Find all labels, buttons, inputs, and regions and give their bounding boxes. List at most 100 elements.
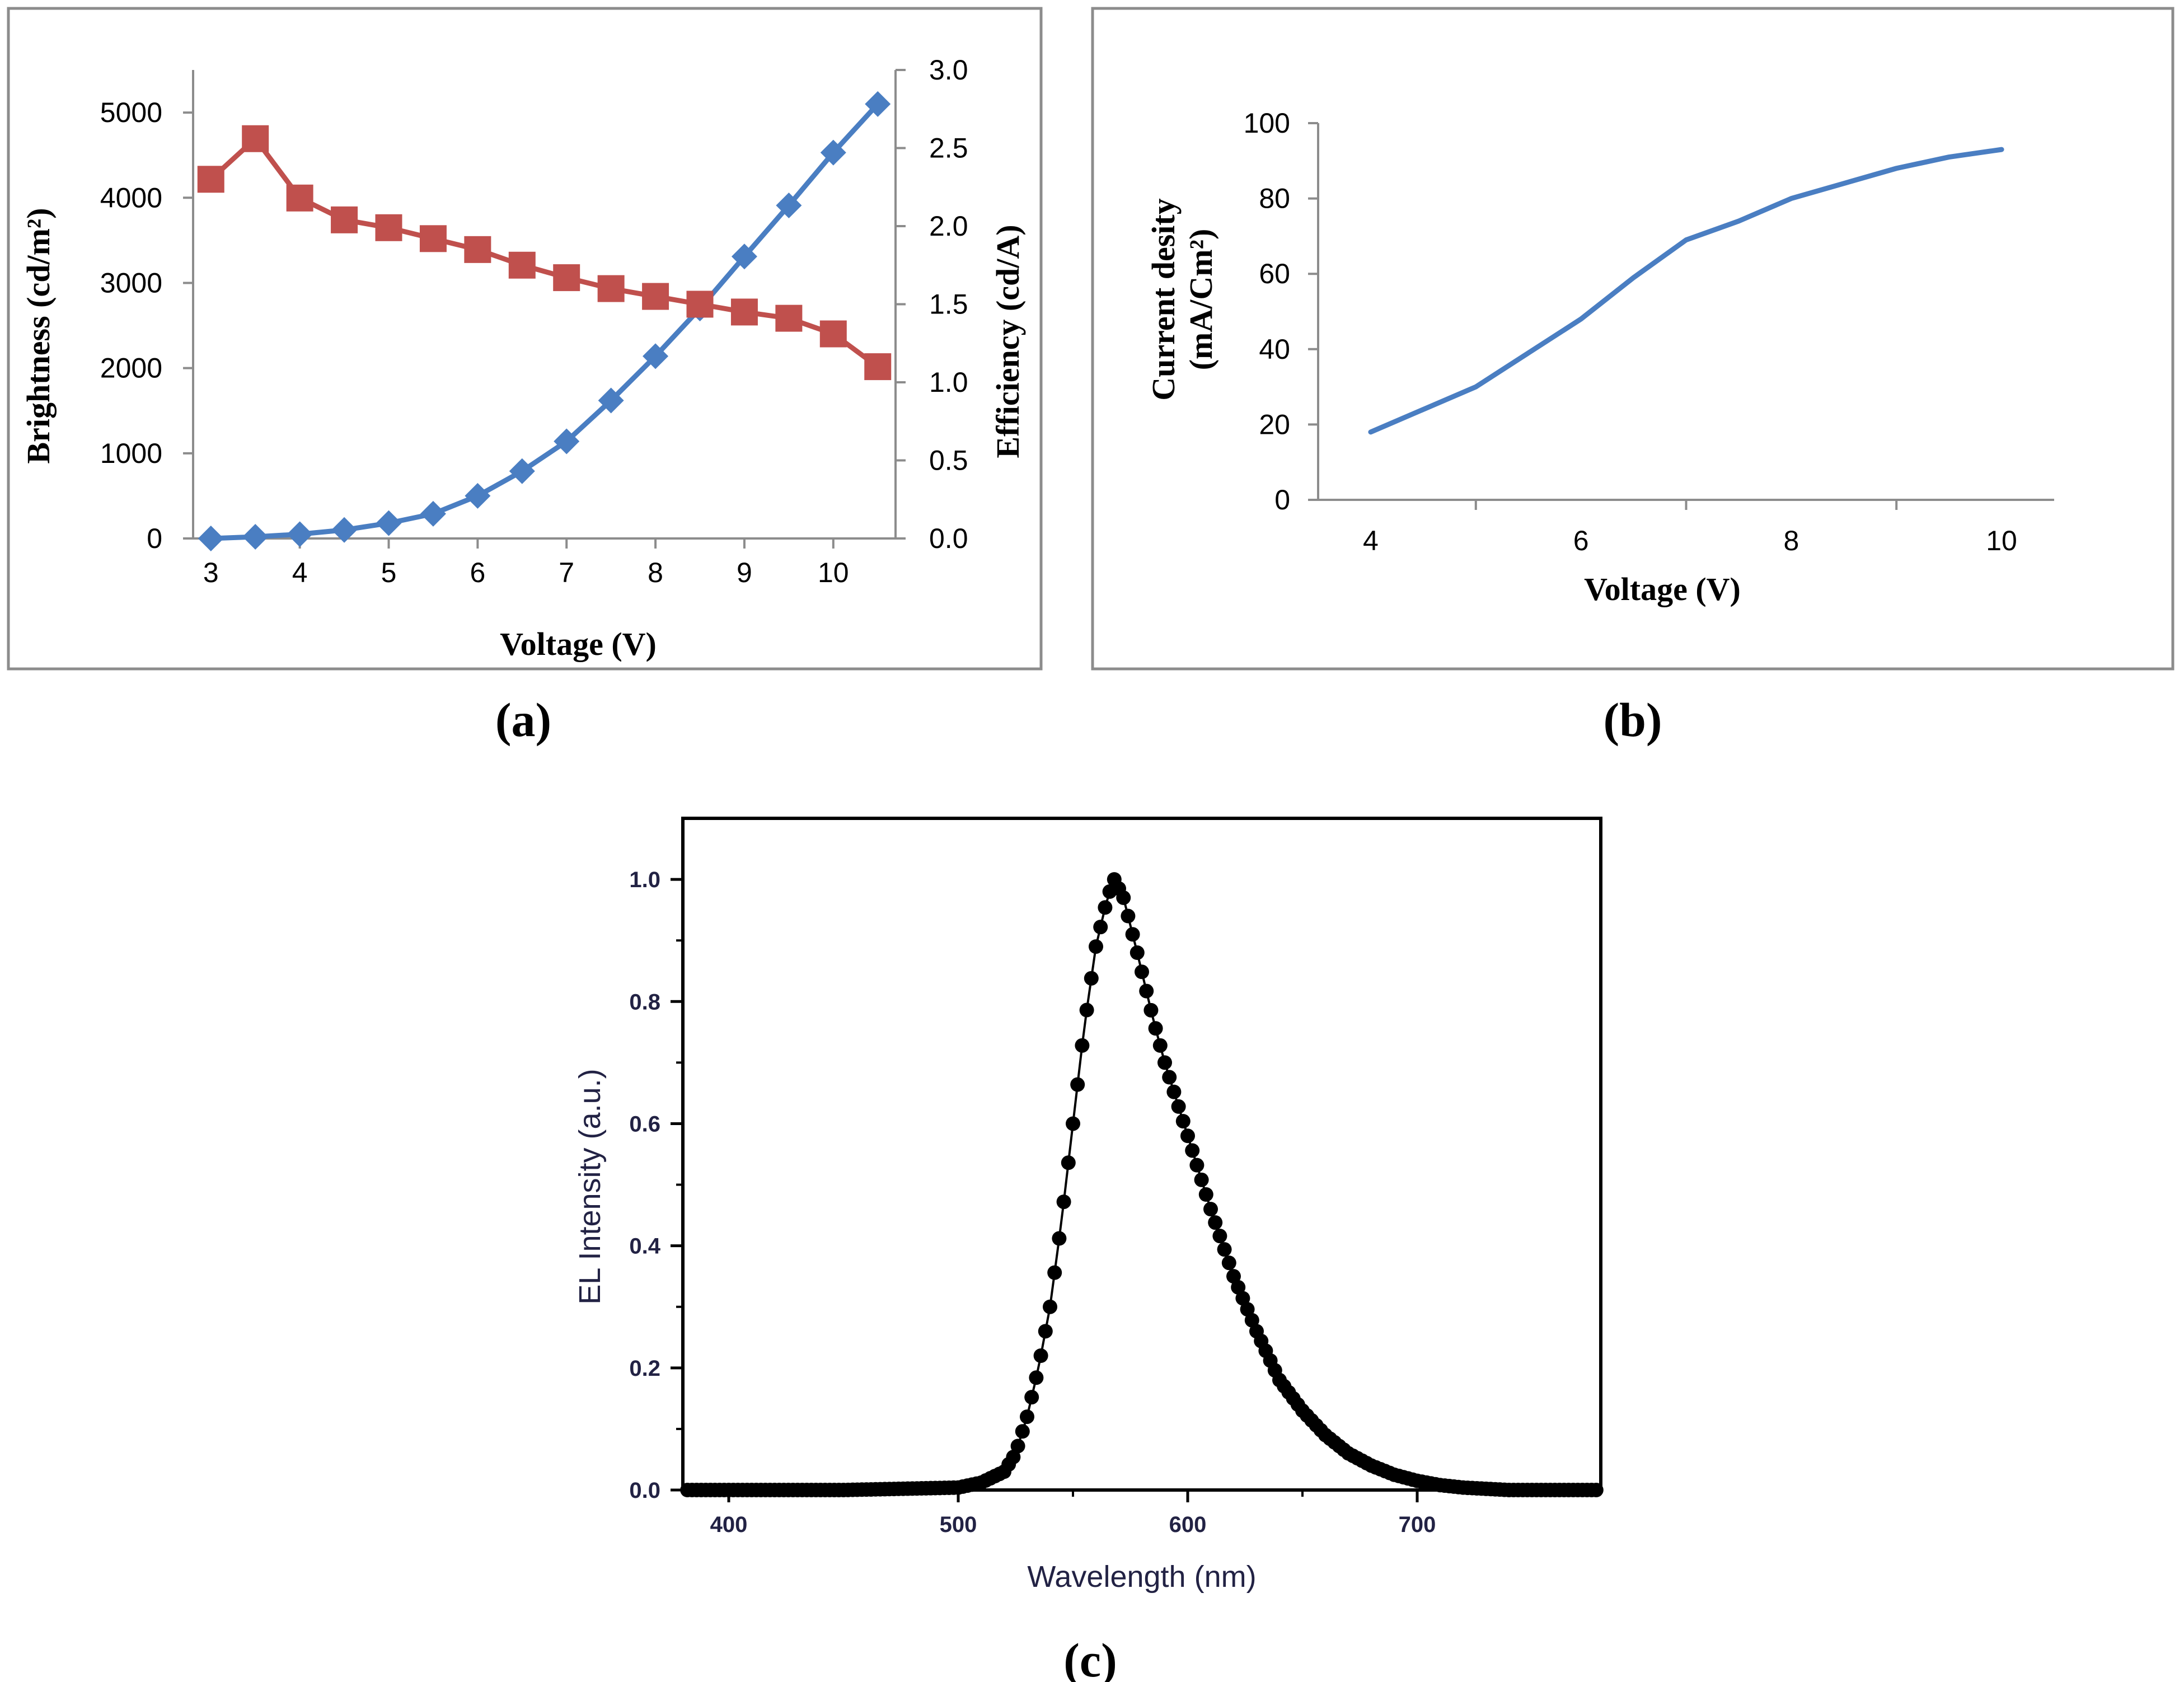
- panel-b-x-tick-label: 4: [1363, 525, 1379, 556]
- panel-c-series: [680, 872, 1604, 1497]
- panel-a-left-tick-label: 4000: [100, 182, 162, 213]
- panel-b-y-tick-label: 40: [1259, 334, 1290, 365]
- panel-a-series-1-point: [242, 523, 269, 550]
- panel-c-series-1-point: [1020, 1409, 1034, 1425]
- panel-c-series-1-point: [1231, 1280, 1246, 1295]
- panel-c-series-1-point: [1130, 945, 1145, 960]
- panel-c-series-1-point: [1139, 983, 1154, 999]
- panel-a-series-1-point: [643, 343, 669, 369]
- panel-c-series-1-point: [1010, 1439, 1025, 1454]
- panel-a-series: [197, 91, 892, 551]
- panel-a-series-1-point: [465, 482, 491, 509]
- panel-b-axes: 0 20 40 60 80 100 4 6 8 10: [1244, 107, 2054, 556]
- panel-a-series-2-point: [464, 236, 491, 263]
- panel-b-x-tick-label: 10: [1986, 525, 2017, 556]
- panel-b-x-tick-label: 8: [1783, 525, 1799, 556]
- panel-c-series-1-point: [1157, 1055, 1172, 1070]
- panel-a-series-1-point: [820, 139, 846, 166]
- panel-a-x-tick-label: 7: [559, 557, 574, 588]
- panel-a-series-1-point: [509, 458, 535, 484]
- panel-c-y-tick-label: 0.0: [629, 1478, 660, 1503]
- panel-a-series-1-point: [420, 500, 446, 527]
- panel-c-x-tick-label: 500: [940, 1512, 977, 1537]
- panel-c-plot-frame: [681, 817, 1602, 1492]
- panel-c-series-1-point: [1148, 1021, 1163, 1036]
- panel-c-series-1-point: [1038, 1324, 1053, 1339]
- panel-c-series-1-point: [1089, 939, 1103, 954]
- panel-a-series-2-line: [209, 135, 879, 369]
- panel-c-series-1-point: [1221, 1255, 1236, 1271]
- panel-c-series-1-point: [1198, 1187, 1213, 1202]
- panel-a-series-2-point: [730, 298, 758, 326]
- panel-a-series-1-point: [331, 517, 358, 543]
- panel-a-right-tick-label: 2.0: [929, 210, 968, 242]
- panel-a-x-tick-label: 5: [381, 557, 397, 588]
- panel-c-series-1-point: [1066, 1116, 1080, 1131]
- panel-a-series-2-point: [419, 225, 447, 252]
- panel-c-series-1-point: [1121, 908, 1136, 924]
- panel-c-y-axis-title: EL Intensity (a.u.): [573, 1069, 607, 1304]
- panel-c-series-1-point: [1029, 1370, 1044, 1385]
- panel-c-x-tick-label: 400: [710, 1512, 748, 1537]
- panel-a-right-tick-label: 1.0: [929, 367, 968, 398]
- panel-a-x-tick-label: 10: [818, 557, 849, 588]
- panel-c-series-1-point: [1588, 1483, 1604, 1497]
- panel-a-series-2-point: [508, 251, 536, 279]
- panel-c-series-1-point: [1203, 1202, 1218, 1217]
- panel-b-y-axis-title-line1: Current desity: [1145, 198, 1182, 400]
- panel-a-series-1-point: [554, 428, 580, 455]
- panel-a-series-1-point: [198, 526, 224, 551]
- panel-b-y-tick-label: 60: [1259, 258, 1290, 289]
- panel-c-x-tick-label: 700: [1399, 1512, 1436, 1537]
- panel-c-series-1-point: [1043, 1299, 1057, 1314]
- panel-b-frame: [1091, 7, 2174, 671]
- panel-c-series-1-point: [1098, 900, 1113, 915]
- panel-a-series-2-point: [331, 206, 358, 233]
- panel-a-series-2-point: [553, 264, 580, 292]
- panel-a-right-tick-label: 2.5: [929, 133, 968, 164]
- panel-a-left-tick-label: 1000: [100, 438, 162, 469]
- panel-a-series-1-point: [776, 192, 802, 218]
- panel-a-series-1-point: [598, 387, 624, 414]
- panel-c-series-1-point: [1152, 1038, 1168, 1053]
- panel-a-series-2-point: [242, 125, 269, 152]
- panel-a-series-2-point: [597, 275, 625, 302]
- panel-c-series-1-point: [1061, 1155, 1076, 1170]
- panel-c-y-tick-label: 0.4: [629, 1234, 660, 1259]
- panel-a-series-1-point: [376, 510, 402, 536]
- panel-a-series-1-point: [865, 91, 891, 117]
- panel-c-series-1-point: [1125, 927, 1140, 942]
- panel-a-left-tick-label: 3000: [100, 267, 162, 298]
- panel-a-series-2-point: [197, 166, 224, 193]
- panel-a-series-1-point: [287, 521, 313, 547]
- panel-a-x-tick-label: 4: [292, 557, 308, 588]
- panel-b: 0 20 40 60 80 100 4 6 8 10 Voltage (V) Current de…: [1091, 7, 2174, 671]
- panel-c-series-1-point: [1235, 1291, 1250, 1306]
- panel-c-series-1-point: [1056, 1194, 1071, 1210]
- panel-a-series-2-point: [375, 214, 402, 241]
- panel-c-series-1-point: [1244, 1313, 1259, 1328]
- panel-c-series-1-point: [1079, 1002, 1094, 1018]
- panel-c-y-tick-label: 0.6: [629, 1112, 660, 1136]
- panel-c-series-1-point: [1052, 1231, 1067, 1246]
- panel-c-x-tick-label: 600: [1169, 1512, 1207, 1537]
- panel-c-series-1-point: [1084, 971, 1099, 986]
- panel-a-left-tick-label: 5000: [100, 97, 162, 128]
- panel-a-series-2-point: [775, 304, 803, 332]
- panel-a-x-axis-title: Voltage (V): [500, 626, 657, 662]
- panel-a-series-2-point: [819, 320, 847, 348]
- panel-a-series-1-line: [210, 102, 880, 541]
- panel-c-series-1-point: [1166, 1084, 1182, 1099]
- panel-b-x-axis-title: Voltage (V): [1584, 571, 1741, 607]
- panel-c-series-1-point: [1189, 1158, 1205, 1173]
- panel-a-x-tick-label: 3: [203, 557, 219, 588]
- panel-a-left-tick-label: 2000: [100, 353, 162, 384]
- panel-a-label: (a): [495, 693, 551, 747]
- panel-a-x-tick-label: 9: [737, 557, 752, 588]
- panel-b-y-tick-label: 80: [1259, 183, 1290, 214]
- panel-a-series-2-point: [286, 184, 313, 212]
- panel-a-series-2-point: [642, 283, 669, 310]
- panel-c-series-1-point: [1180, 1128, 1195, 1144]
- panel-b-y-tick-label: 0: [1274, 484, 1290, 516]
